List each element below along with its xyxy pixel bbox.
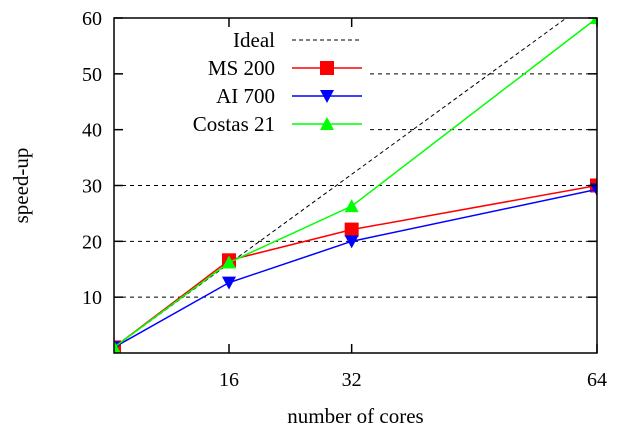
legend-label-ms-200: MS 200 (208, 56, 275, 80)
legend-marker-ai-700 (320, 90, 334, 103)
data-point-ai-700-3 (590, 183, 597, 197)
grid-lines (114, 73, 597, 298)
legend-label-ideal: Ideal (233, 28, 275, 52)
series-line-costas-21 (114, 18, 597, 349)
legend: Ideal MS 200 AI 700 Costas 21 (193, 28, 362, 136)
y-tick-label-60: 60 (82, 8, 102, 30)
series-line-ai-700 (114, 188, 597, 349)
x-tick-label-32: 32 (342, 369, 362, 391)
x-tick-label-16: 16 (219, 369, 239, 391)
x-tick-label-64: 64 (587, 369, 607, 391)
data-point-costas-21-1 (222, 255, 236, 269)
y-tick-label-30: 30 (82, 176, 102, 198)
data-point-ai-700-1 (222, 276, 236, 290)
y-tick-label-40: 40 (82, 120, 102, 142)
y-tick-label-20: 20 (82, 231, 102, 253)
x-axis-title: number of cores (287, 404, 423, 428)
data-point-costas-21-3 (590, 18, 597, 24)
data-series (114, 18, 597, 353)
y-axis-title: speed-up (9, 148, 33, 224)
legend-marker-ms-200 (320, 61, 334, 75)
y-tick-label-50: 50 (82, 64, 102, 86)
series-line-ideal (114, 18, 568, 348)
legend-label-costas-21: Costas 21 (193, 112, 275, 136)
legend-label-ai-700: AI 700 (216, 84, 275, 108)
legend-marker-costas-21 (320, 117, 334, 130)
data-point-costas-21-2 (344, 199, 359, 213)
axis-ticks: 10 20 30 40 50 60 16 32 64 (82, 8, 607, 391)
data-point-ai-700-2 (344, 235, 359, 249)
data-point-ms-200-2 (344, 222, 359, 237)
data-point-costas-21-0 (114, 340, 121, 353)
y-tick-label-10: 10 (82, 287, 102, 309)
series-line-ms-200 (114, 184, 597, 349)
